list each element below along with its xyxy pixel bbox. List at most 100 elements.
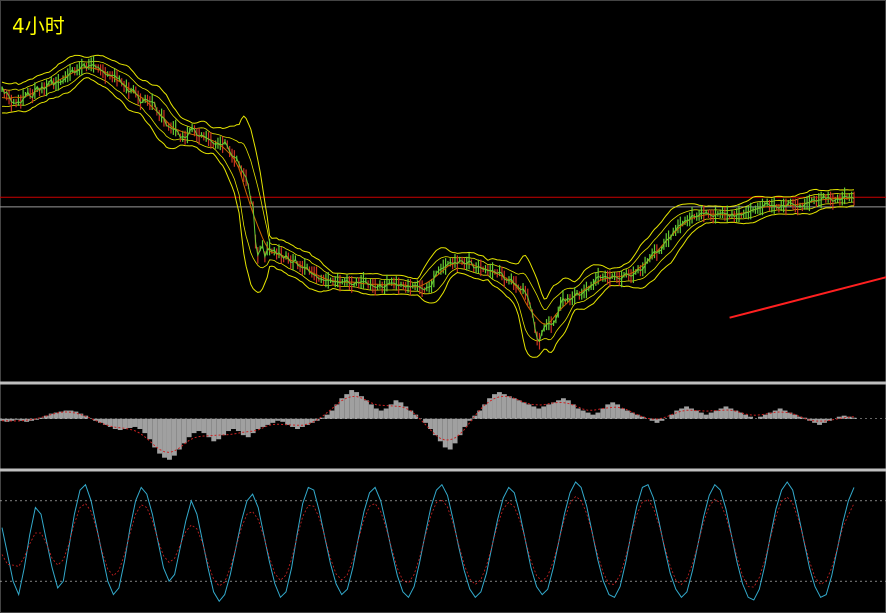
histogram-bar: [334, 404, 340, 419]
histogram-bar: [462, 418, 468, 427]
histogram-bar: [787, 412, 793, 419]
histogram-bar: [570, 404, 576, 419]
histogram-bar: [408, 410, 414, 419]
histogram-bar: [38, 417, 44, 419]
histogram-bar: [674, 410, 680, 419]
histogram-bar: [836, 416, 842, 419]
histogram-bar: [304, 418, 310, 425]
histogram-bar: [107, 418, 113, 427]
histogram-bar: [171, 418, 177, 456]
histogram-bar: [575, 408, 581, 419]
histogram-bar: [221, 418, 227, 436]
histogram-bar: [48, 413, 54, 419]
lower-band-line: [1, 77, 854, 358]
histogram-bar: [817, 418, 822, 425]
histogram-bar: [339, 398, 345, 419]
histogram-bar: [782, 410, 788, 419]
histogram-bar: [472, 415, 478, 419]
histogram-bar: [226, 418, 231, 432]
histogram-bar: [762, 414, 768, 419]
histogram-bar: [398, 402, 404, 419]
histogram-bar: [393, 400, 399, 419]
histogram-bar: [329, 410, 335, 419]
histogram-bar: [620, 408, 625, 419]
histogram-bar: [851, 417, 857, 419]
histogram-bar: [812, 418, 818, 423]
histogram-bar: [319, 417, 325, 419]
histogram-bar: [285, 418, 291, 425]
histogram-bar: [629, 412, 635, 419]
histogram-bar: [447, 418, 453, 450]
histogram-bar: [536, 408, 542, 419]
histogram-bar: [58, 411, 64, 419]
histogram-bar: [363, 400, 369, 419]
histogram-bar: [743, 414, 749, 419]
oscillator-line: [1, 481, 855, 603]
histogram-bar: [467, 418, 473, 421]
histogram-bar: [0, 418, 5, 421]
histogram-bar: [260, 418, 266, 427]
histogram-bar: [560, 398, 566, 419]
histogram-bar: [309, 418, 315, 423]
histogram-bar: [98, 418, 103, 423]
histogram-bar: [14, 418, 20, 420]
histogram-bar: [206, 418, 212, 438]
histogram-bar: [767, 412, 773, 419]
histogram-bar: [142, 418, 148, 434]
histogram-bar: [4, 418, 10, 422]
histogram-bar: [137, 418, 143, 429]
histogram-bar: [34, 418, 39, 420]
histogram-bar: [826, 418, 832, 421]
histogram-bar: [250, 418, 256, 434]
histogram-bar: [546, 404, 552, 419]
histogram-bar: [211, 418, 217, 442]
histogram-bar: [792, 414, 798, 419]
histogram-bar: [270, 418, 276, 423]
histogram-bar: [748, 416, 754, 419]
histogram-bar: [723, 406, 729, 419]
histogram-bar: [378, 410, 384, 419]
histogram-bar: [245, 418, 251, 438]
histogram-bar: [541, 406, 547, 419]
histogram-bar: [255, 418, 261, 429]
histogram-bar: [693, 410, 699, 419]
histogram-bar: [634, 414, 640, 419]
timeframe-label: 4小时: [12, 14, 65, 38]
histogram-bar: [615, 404, 621, 419]
histogram-bar: [708, 412, 714, 419]
histogram-bar: [516, 400, 522, 419]
histogram-bar: [19, 418, 25, 421]
histogram-bar: [442, 418, 448, 448]
histogram-bar: [457, 418, 463, 436]
histogram-bar: [176, 418, 182, 450]
histogram-bar: [132, 418, 138, 427]
histogram-bar: [265, 418, 271, 425]
histogram-bar: [659, 418, 665, 421]
histogram-bar: [78, 413, 84, 419]
histogram-bar: [127, 418, 133, 428]
histogram-bar: [605, 404, 611, 419]
signal-line: [2, 395, 855, 453]
histogram-bar: [295, 418, 300, 429]
histogram-bar: [181, 418, 187, 444]
histogram-bar: [477, 410, 483, 419]
histogram-bar: [654, 418, 660, 423]
histogram-bar: [413, 414, 419, 419]
histogram-bar: [487, 398, 493, 419]
histogram-bar: [43, 415, 49, 419]
histogram-bar: [521, 402, 527, 419]
histogram-bar: [147, 418, 153, 440]
histogram-bar: [157, 418, 163, 454]
inner-upper-band-line: [1, 60, 855, 311]
price-line: [1, 63, 855, 343]
histogram-bar: [698, 412, 704, 419]
histogram-bar: [68, 410, 74, 419]
histogram-bar: [53, 412, 59, 419]
histogram-bar: [506, 396, 512, 419]
histogram-bar: [162, 418, 167, 458]
histogram-bar: [299, 418, 305, 427]
histogram-bar: [231, 418, 236, 429]
histogram-bar: [102, 418, 108, 425]
histogram-bar: [625, 410, 630, 419]
